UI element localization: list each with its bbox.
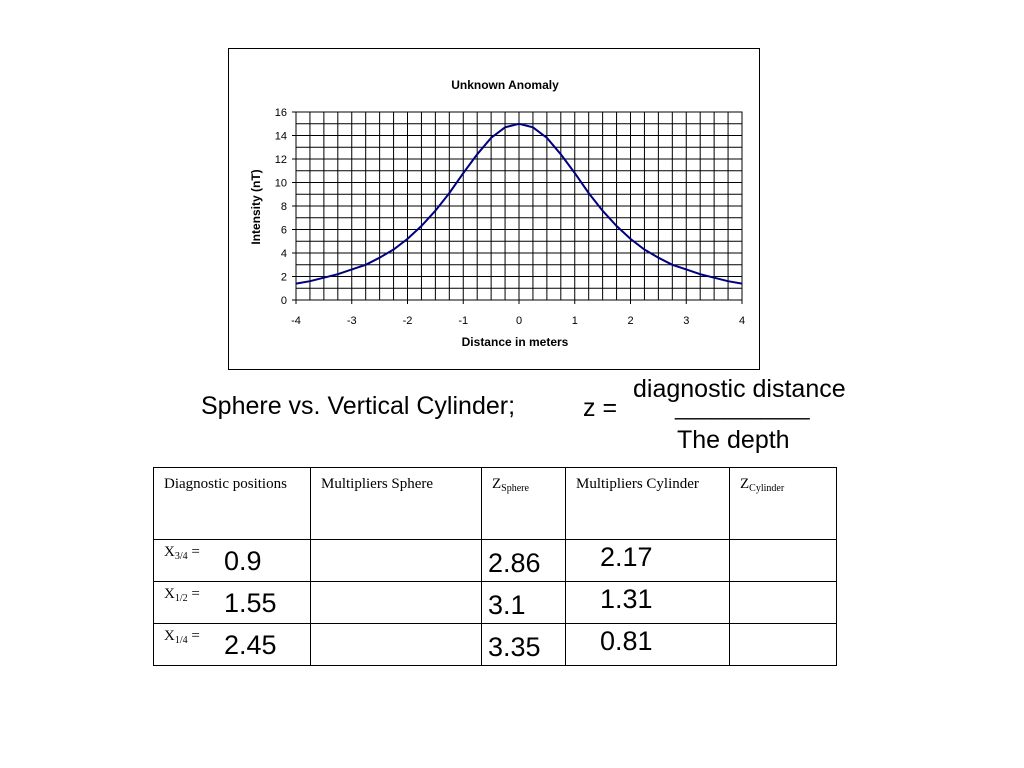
z-cylinder-cell xyxy=(729,623,837,666)
z-sphere-cell: 2.86 xyxy=(481,539,566,582)
x-tick-label: 3 xyxy=(683,315,689,327)
z-cylinder-cell xyxy=(729,539,837,582)
y-tick-label: 4 xyxy=(281,248,287,260)
y-axis-label: Intensity (nT) xyxy=(249,169,263,244)
x-tick-label: -3 xyxy=(347,315,357,327)
x-tick-label: 4 xyxy=(739,315,745,327)
x-tick-label: -4 xyxy=(291,315,301,327)
y-tick-label: 12 xyxy=(275,154,287,166)
table-row: X3/4 = 0.9 2.86 2.17 xyxy=(153,539,837,582)
diagnostic-value: 0.9 xyxy=(224,546,262,576)
z-sphere-cell: 3.35 xyxy=(481,623,566,666)
header-z-sphere-main: Z xyxy=(492,476,502,492)
x-eq: = xyxy=(187,586,200,602)
y-tick-label: 10 xyxy=(275,178,287,190)
y-tick-label: 6 xyxy=(281,225,287,237)
multipliers-cylinder-cell: 2.17 xyxy=(565,539,730,582)
equation-fraction-line: ___________ xyxy=(675,395,810,420)
multipliers-cylinder-value: 2.17 xyxy=(600,542,653,572)
y-tick-label: 14 xyxy=(275,131,287,143)
y-tick-label: 0 xyxy=(281,295,287,307)
x-label: X xyxy=(164,628,175,644)
anomaly-chart: Unknown Anomaly -4 -3 -2 -1 0 1 2 3 402468101214… xyxy=(249,78,745,349)
header-multipliers-sphere: Multipliers Sphere xyxy=(310,467,482,540)
z-cylinder-cell xyxy=(729,581,837,624)
x-tick-label: 2 xyxy=(627,315,633,327)
equation-numerator: diagnostic distance xyxy=(633,375,846,403)
table-header-row: Diagnostic positions Multipliers Sphere … xyxy=(153,467,837,540)
series-line xyxy=(295,122,743,285)
z-sphere-value: 3.35 xyxy=(488,632,541,662)
y-tick-label: 2 xyxy=(281,272,287,284)
x-tick-label: 0 xyxy=(516,315,522,327)
header-z-sphere-sub: Sphere xyxy=(501,483,529,494)
results-table: Diagnostic positions Multipliers Sphere … xyxy=(153,467,837,666)
x-tick-label: 1 xyxy=(572,315,578,327)
x-eq: = xyxy=(187,544,200,560)
multipliers-sphere-cell xyxy=(310,539,482,582)
equation-label: Sphere vs. Vertical Cylinder; xyxy=(201,392,516,420)
diagnostic-position-cell: X1/2 = 1.55 xyxy=(153,581,311,624)
z-sphere-value: 2.86 xyxy=(488,548,541,578)
equation-z: z = xyxy=(583,394,618,422)
x-label: X xyxy=(164,586,175,602)
multipliers-sphere-cell xyxy=(310,623,482,666)
x-sub: 1/4 xyxy=(174,635,188,646)
chart-grid xyxy=(295,111,743,301)
chart-title: Unknown Anomaly xyxy=(451,78,559,92)
diagnostic-value: 1.55 xyxy=(224,588,277,618)
y-tick-label: 16 xyxy=(275,107,287,119)
x-tick-label: -2 xyxy=(403,315,413,327)
multipliers-cylinder-cell: 1.31 xyxy=(565,581,730,624)
multipliers-sphere-cell xyxy=(310,581,482,624)
header-z-cylinder: ZCylinder xyxy=(729,467,837,540)
chart-frame: Unknown Anomaly -4 -3 -2 -1 0 1 2 3 4 0 2 4 6 8 10 12 14… xyxy=(228,48,760,370)
header-diagnostic: Diagnostic positions xyxy=(153,467,311,540)
header-z-cylinder-main: Z xyxy=(740,476,750,492)
x-tick-label: -1 xyxy=(458,315,468,327)
equation-denominator: The depth xyxy=(677,426,790,454)
z-sphere-value: 3.1 xyxy=(488,590,526,620)
table-row: X1/4 = 2.45 3.35 0.81 xyxy=(153,623,837,666)
header-z-sphere: ZSphere xyxy=(481,467,566,540)
x-axis-label: Distance in meters xyxy=(462,335,569,349)
table-row: X1/2 = 1.55 3.1 1.31 xyxy=(153,581,837,624)
multipliers-cylinder-cell: 0.81 xyxy=(565,623,730,666)
multipliers-cylinder-value: 0.81 xyxy=(600,626,653,656)
multipliers-cylinder-value: 1.31 xyxy=(600,584,653,614)
y-tick-label: 8 xyxy=(281,201,287,213)
x-label: X xyxy=(164,544,175,560)
x-eq: = xyxy=(187,628,200,644)
z-sphere-cell: 3.1 xyxy=(481,581,566,624)
diagnostic-value: 2.45 xyxy=(224,630,277,660)
diagnostic-position-cell: X3/4 = 0.9 xyxy=(153,539,311,582)
header-multipliers-cylinder: Multipliers Cylinder xyxy=(565,467,730,540)
header-z-cylinder-sub: Cylinder xyxy=(749,483,785,494)
diagnostic-position-cell: X1/4 = 2.45 xyxy=(153,623,311,666)
x-sub: 1/2 xyxy=(174,593,188,604)
x-sub: 3/4 xyxy=(174,551,188,562)
